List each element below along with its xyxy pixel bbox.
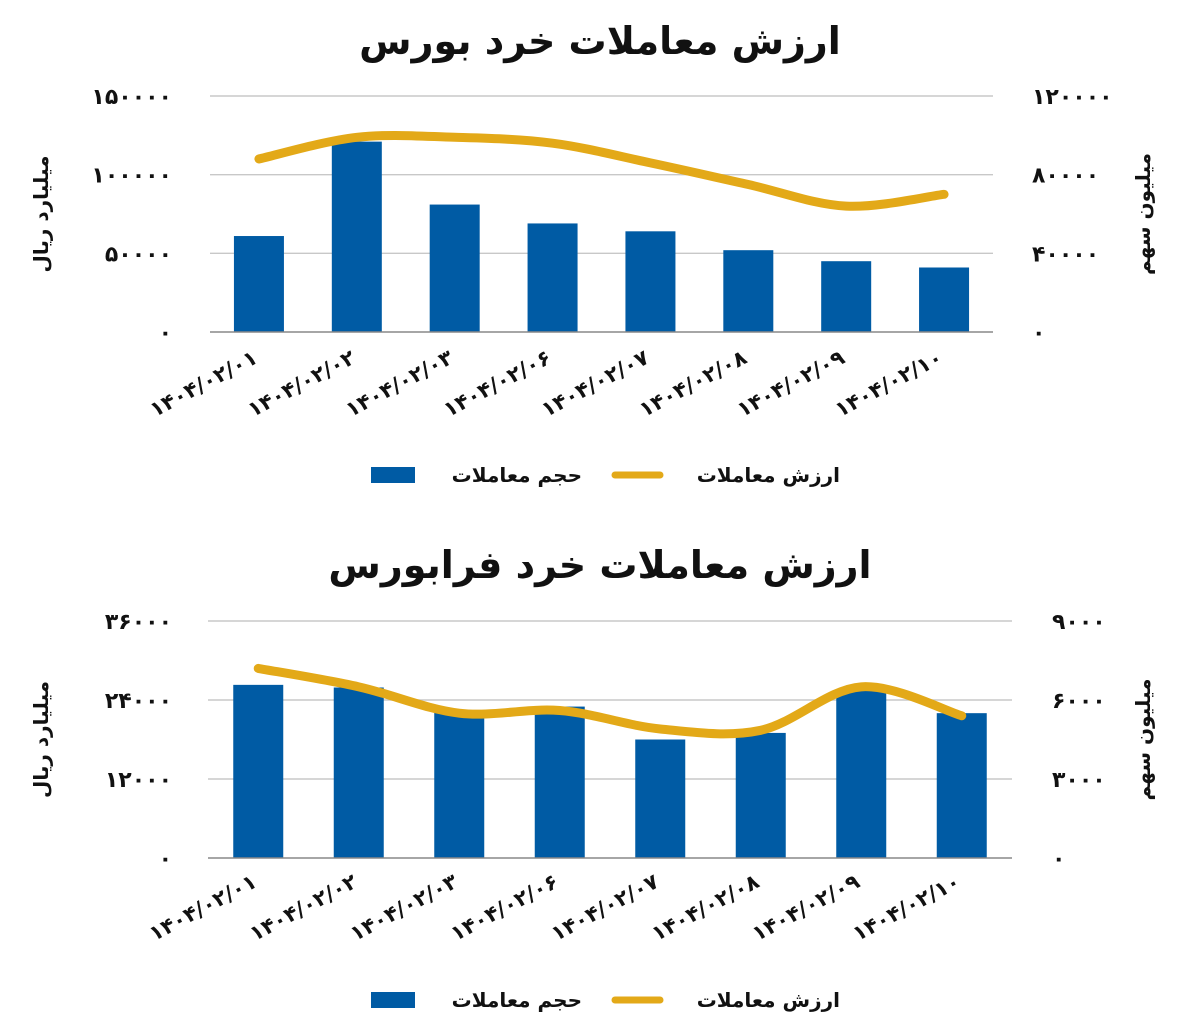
chart2.legend-line-label: ارزش معاملات (697, 988, 840, 1012)
chart1.y-tick-right: ۱۲۰۰۰۰ (1032, 85, 1113, 110)
chart1.category-label: ۱۴۰۴/۰۲/۰۶ (440, 345, 555, 422)
chart-2: ارزش معاملات خرد فرابورس ۰ ۱۲۰۰۰ ۲۴۰۰۰ ۳۶۰۰۰… (29, 543, 1155, 1012)
chart2.bar (735, 732, 786, 858)
chart2.y-axis-label: میلیارد ریال (29, 681, 53, 798)
chart2.category-label: ۱۴۰۴/۰۲/۰۷ (547, 869, 663, 946)
chart2.line-series (253, 663, 967, 739)
chart1.y-tick-right: ۰ (1032, 321, 1045, 346)
chart2.category-label: ۱۴۰۴/۰۲/۰۲ (246, 869, 362, 946)
chart2.bar (434, 710, 485, 858)
chart2.y-tick-right: ۳۰۰۰ (1052, 768, 1106, 793)
chart2.y2-axis-label: میلیون سهم (1131, 678, 1155, 800)
chart1.title: ارزش معاملات خرد بورس (359, 19, 841, 63)
chart1.category-label: ۱۴۰۴/۰۲/۰۸ (635, 345, 751, 422)
chart2.bar (836, 690, 887, 858)
chart1.category-label: ۱۴۰۴/۰۲/۰۹ (733, 345, 849, 422)
chart1.bar (723, 250, 774, 332)
chart1.bar (331, 141, 382, 332)
chart1.legend-bar-label: حجم معاملات (452, 463, 582, 487)
chart2.bar (333, 687, 384, 858)
chart2.y-tick-left: ۳۶۰۰۰ (105, 610, 172, 635)
chart1.bar (821, 261, 872, 332)
chart2.legend: ارزش معاملات حجم معاملات (371, 988, 840, 1012)
chart1.y-tick-left: ۱۵۰۰۰۰ (91, 85, 172, 110)
chart2.y-tick-left: ۱۲۰۰۰ (105, 768, 172, 793)
chart1.y-tick-right: ۸۰۰۰۰ (1032, 164, 1099, 189)
chart2.category-label: ۱۴۰۴/۰۲/۱۰ (849, 869, 964, 946)
chart1.bar (919, 267, 970, 332)
chart1.bar (625, 231, 676, 332)
chart2.legend-bar-label: حجم معاملات (452, 988, 582, 1012)
chart1.bar (233, 236, 284, 332)
chart2.category-label: ۱۴۰۴/۰۲/۰۳ (346, 869, 462, 946)
chart2.bar (233, 684, 284, 858)
chart1.category-label: ۱۴۰۴/۰۲/۰۲ (244, 345, 360, 422)
chart1.category-label: ۱۴۰۴/۰۲/۰۱ (146, 345, 261, 422)
chart-1: ارزش معاملات خرد بورس ۰ ۵۰۰۰۰ ۱۰۰۰۰۰ ۱۵۰۰۰۰ ۰… (29, 19, 1155, 487)
chart2.title: ارزش معاملات خرد فرابورس (328, 543, 871, 587)
chart1.category-label: ۱۴۰۴/۰۲/۰۷ (537, 345, 653, 422)
chart1.y-tick-left: ۵۰۰۰۰ (105, 242, 172, 267)
chart2.category-label: ۱۴۰۴/۰۲/۰۸ (648, 869, 764, 946)
chart1.category-label: ۱۴۰۴/۰۲/۰۳ (342, 345, 458, 422)
chart1.bar (527, 223, 578, 332)
chart1.legend-line-label: ارزش معاملات (697, 463, 840, 487)
chart2.y-tick-left: ۰ (159, 847, 172, 872)
chart1.bar (429, 204, 480, 332)
chart2.y-tick-right: ۰ (1052, 847, 1065, 872)
chart2.category-label: ۱۴۰۴/۰۲/۰۹ (748, 869, 864, 946)
chart2.y-tick-right: ۶۰۰۰ (1052, 689, 1106, 714)
chart1.y-axis-label: میلیارد ریال (29, 155, 53, 272)
chart1.legend: ارزش معاملات حجم معاملات (371, 463, 840, 487)
chart1.y2-axis-label: میلیون سهم (1131, 153, 1155, 275)
chart1.legend-bar-swatch (371, 467, 415, 483)
chart1.line-series (254, 130, 949, 211)
chart1.y-tick-right: ۴۰۰۰۰ (1032, 242, 1099, 267)
chart2.legend-bar-swatch (371, 992, 415, 1008)
chart2.bar (936, 713, 987, 858)
chart1.category-label: ۱۴۰۴/۰۲/۱۰ (831, 345, 946, 422)
chart1.y-tick-left: ۰ (159, 321, 172, 346)
chart2.y-tick-right: ۹۰۰۰ (1052, 610, 1106, 635)
chart2.category-label: ۱۴۰۴/۰۲/۰۶ (447, 869, 562, 946)
chart2.y-tick-left: ۲۴۰۰۰ (105, 689, 172, 714)
chart1.y-tick-left: ۱۰۰۰۰۰ (91, 164, 172, 189)
chart2.category-label: ۱۴۰۴/۰۲/۰۱ (145, 869, 260, 946)
chart2.bar (635, 739, 686, 858)
chart2.bar (534, 706, 585, 858)
